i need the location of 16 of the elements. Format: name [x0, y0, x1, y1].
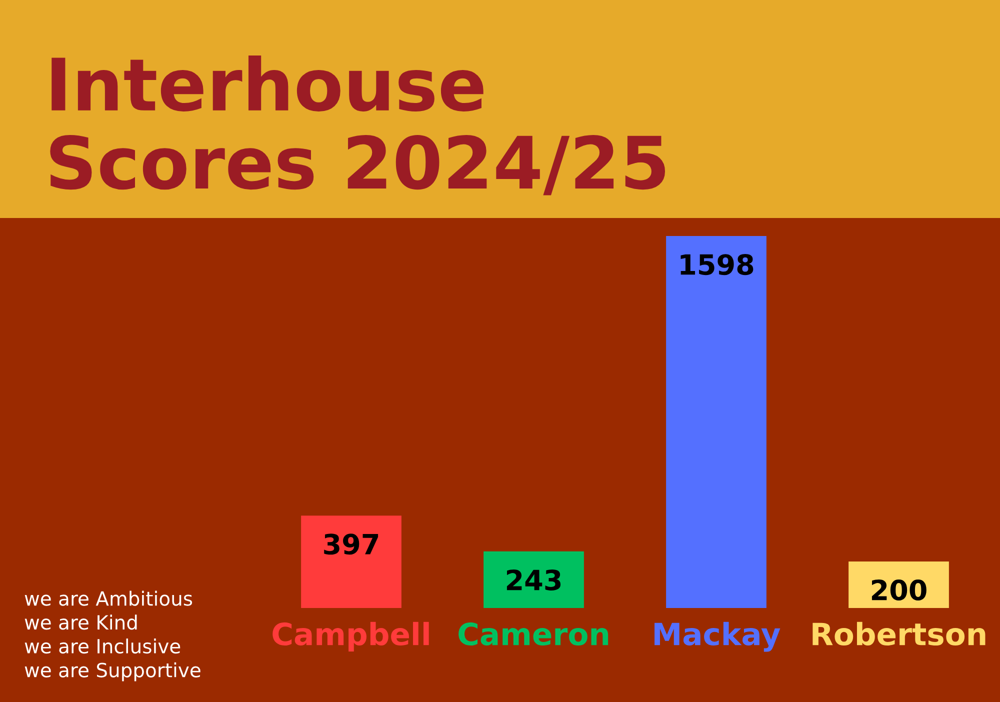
- chart-title: Interhouse Scores 2024/25: [50, 56, 666, 196]
- data-label: 200: [872, 579, 926, 601]
- bar: [666, 236, 766, 608]
- data-label: 397: [324, 534, 378, 555]
- x-tick-label: Robertson: [812, 622, 986, 646]
- data-label: 243: [506, 569, 561, 590]
- text: we are Inclusive: [24, 638, 180, 654]
- text: we are Kind: [24, 614, 137, 630]
- x-tick-label: Campbell: [272, 622, 429, 652]
- text: we are Supportive: [24, 662, 200, 682]
- text: we are Ambitious: [24, 590, 192, 606]
- bar: [484, 551, 584, 608]
- bar: [301, 516, 402, 608]
- x-tick-label: Cameron: [458, 622, 608, 646]
- x-tick-label: Mackay: [654, 622, 780, 652]
- data-label: 1598: [680, 254, 754, 276]
